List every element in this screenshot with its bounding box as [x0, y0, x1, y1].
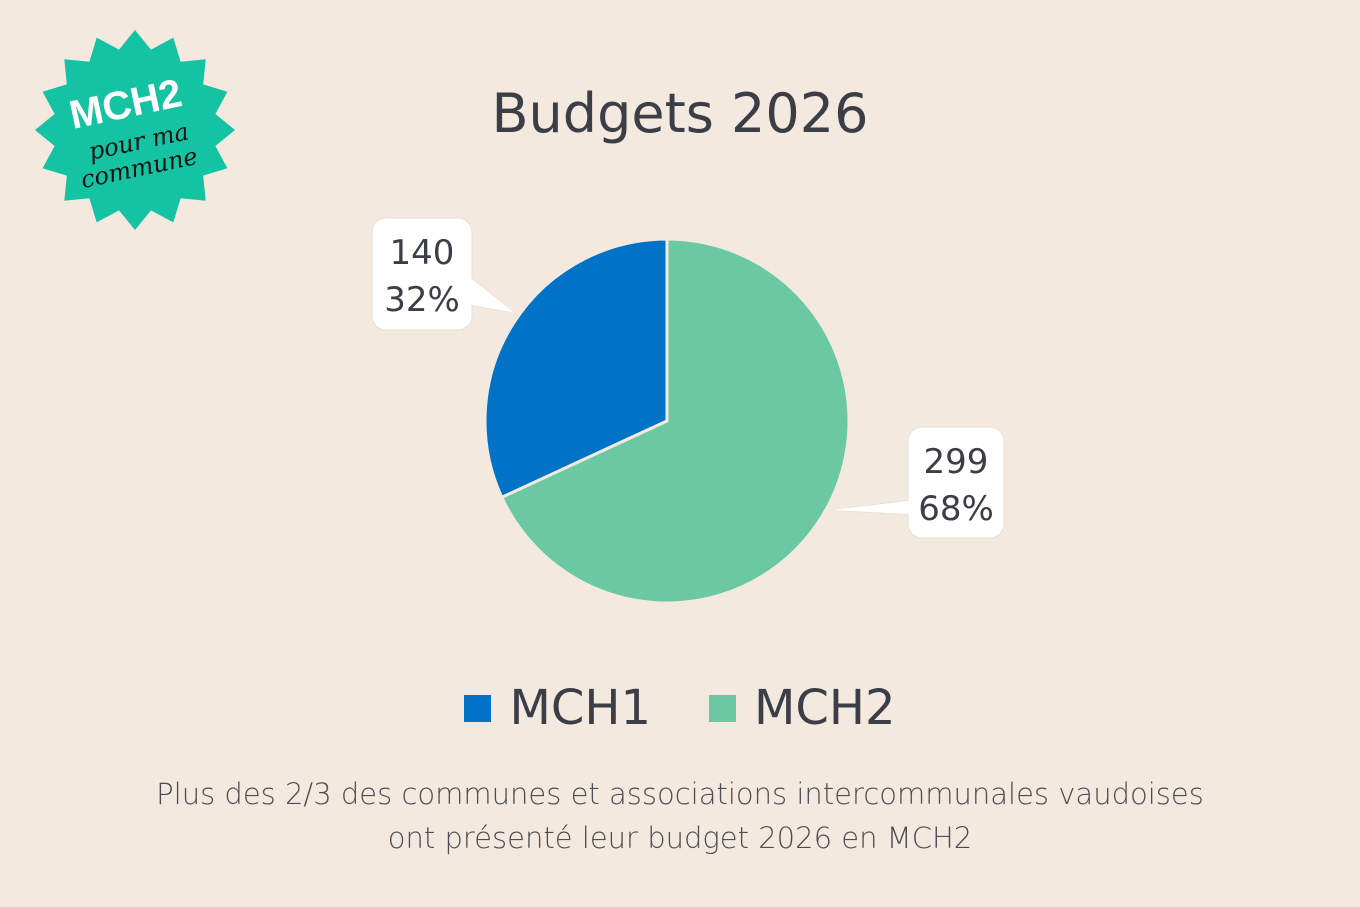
callout-pointer-fill: [468, 276, 515, 313]
pie-slice-mch1: [483, 237, 669, 500]
percent-label: 32%: [384, 280, 460, 320]
caption-line-2: ont présenté leur budget 2026 en MCH2: [387, 821, 973, 855]
legend-swatch-mch2: [709, 694, 736, 722]
chart-title: Budgets 2026: [491, 82, 869, 145]
value-label: 299: [924, 442, 989, 482]
legend-label-mch1: MCH1: [509, 680, 651, 736]
legend: MCH1 MCH2: [0, 680, 1360, 736]
legend-label-mch2: MCH2: [754, 680, 896, 736]
data-label-box: [371, 217, 473, 331]
pie-slice-mch2: [499, 237, 851, 605]
data-label-box: [907, 426, 1005, 539]
value-label: 140: [390, 233, 455, 273]
caption: Plus des 2/3 des communes et association…: [0, 772, 1360, 860]
mch2-logo: MCH2 pour ma commune: [35, 30, 235, 230]
caption-line-1: Plus des 2/3 des communes et association…: [156, 777, 1204, 811]
legend-swatch-mch1: [464, 694, 492, 722]
callout-pointer-fill: [830, 501, 912, 514]
percent-label: 68%: [918, 489, 994, 529]
legend-item-mch2: MCH2: [709, 680, 896, 736]
legend-item-mch1: MCH1: [464, 680, 651, 736]
